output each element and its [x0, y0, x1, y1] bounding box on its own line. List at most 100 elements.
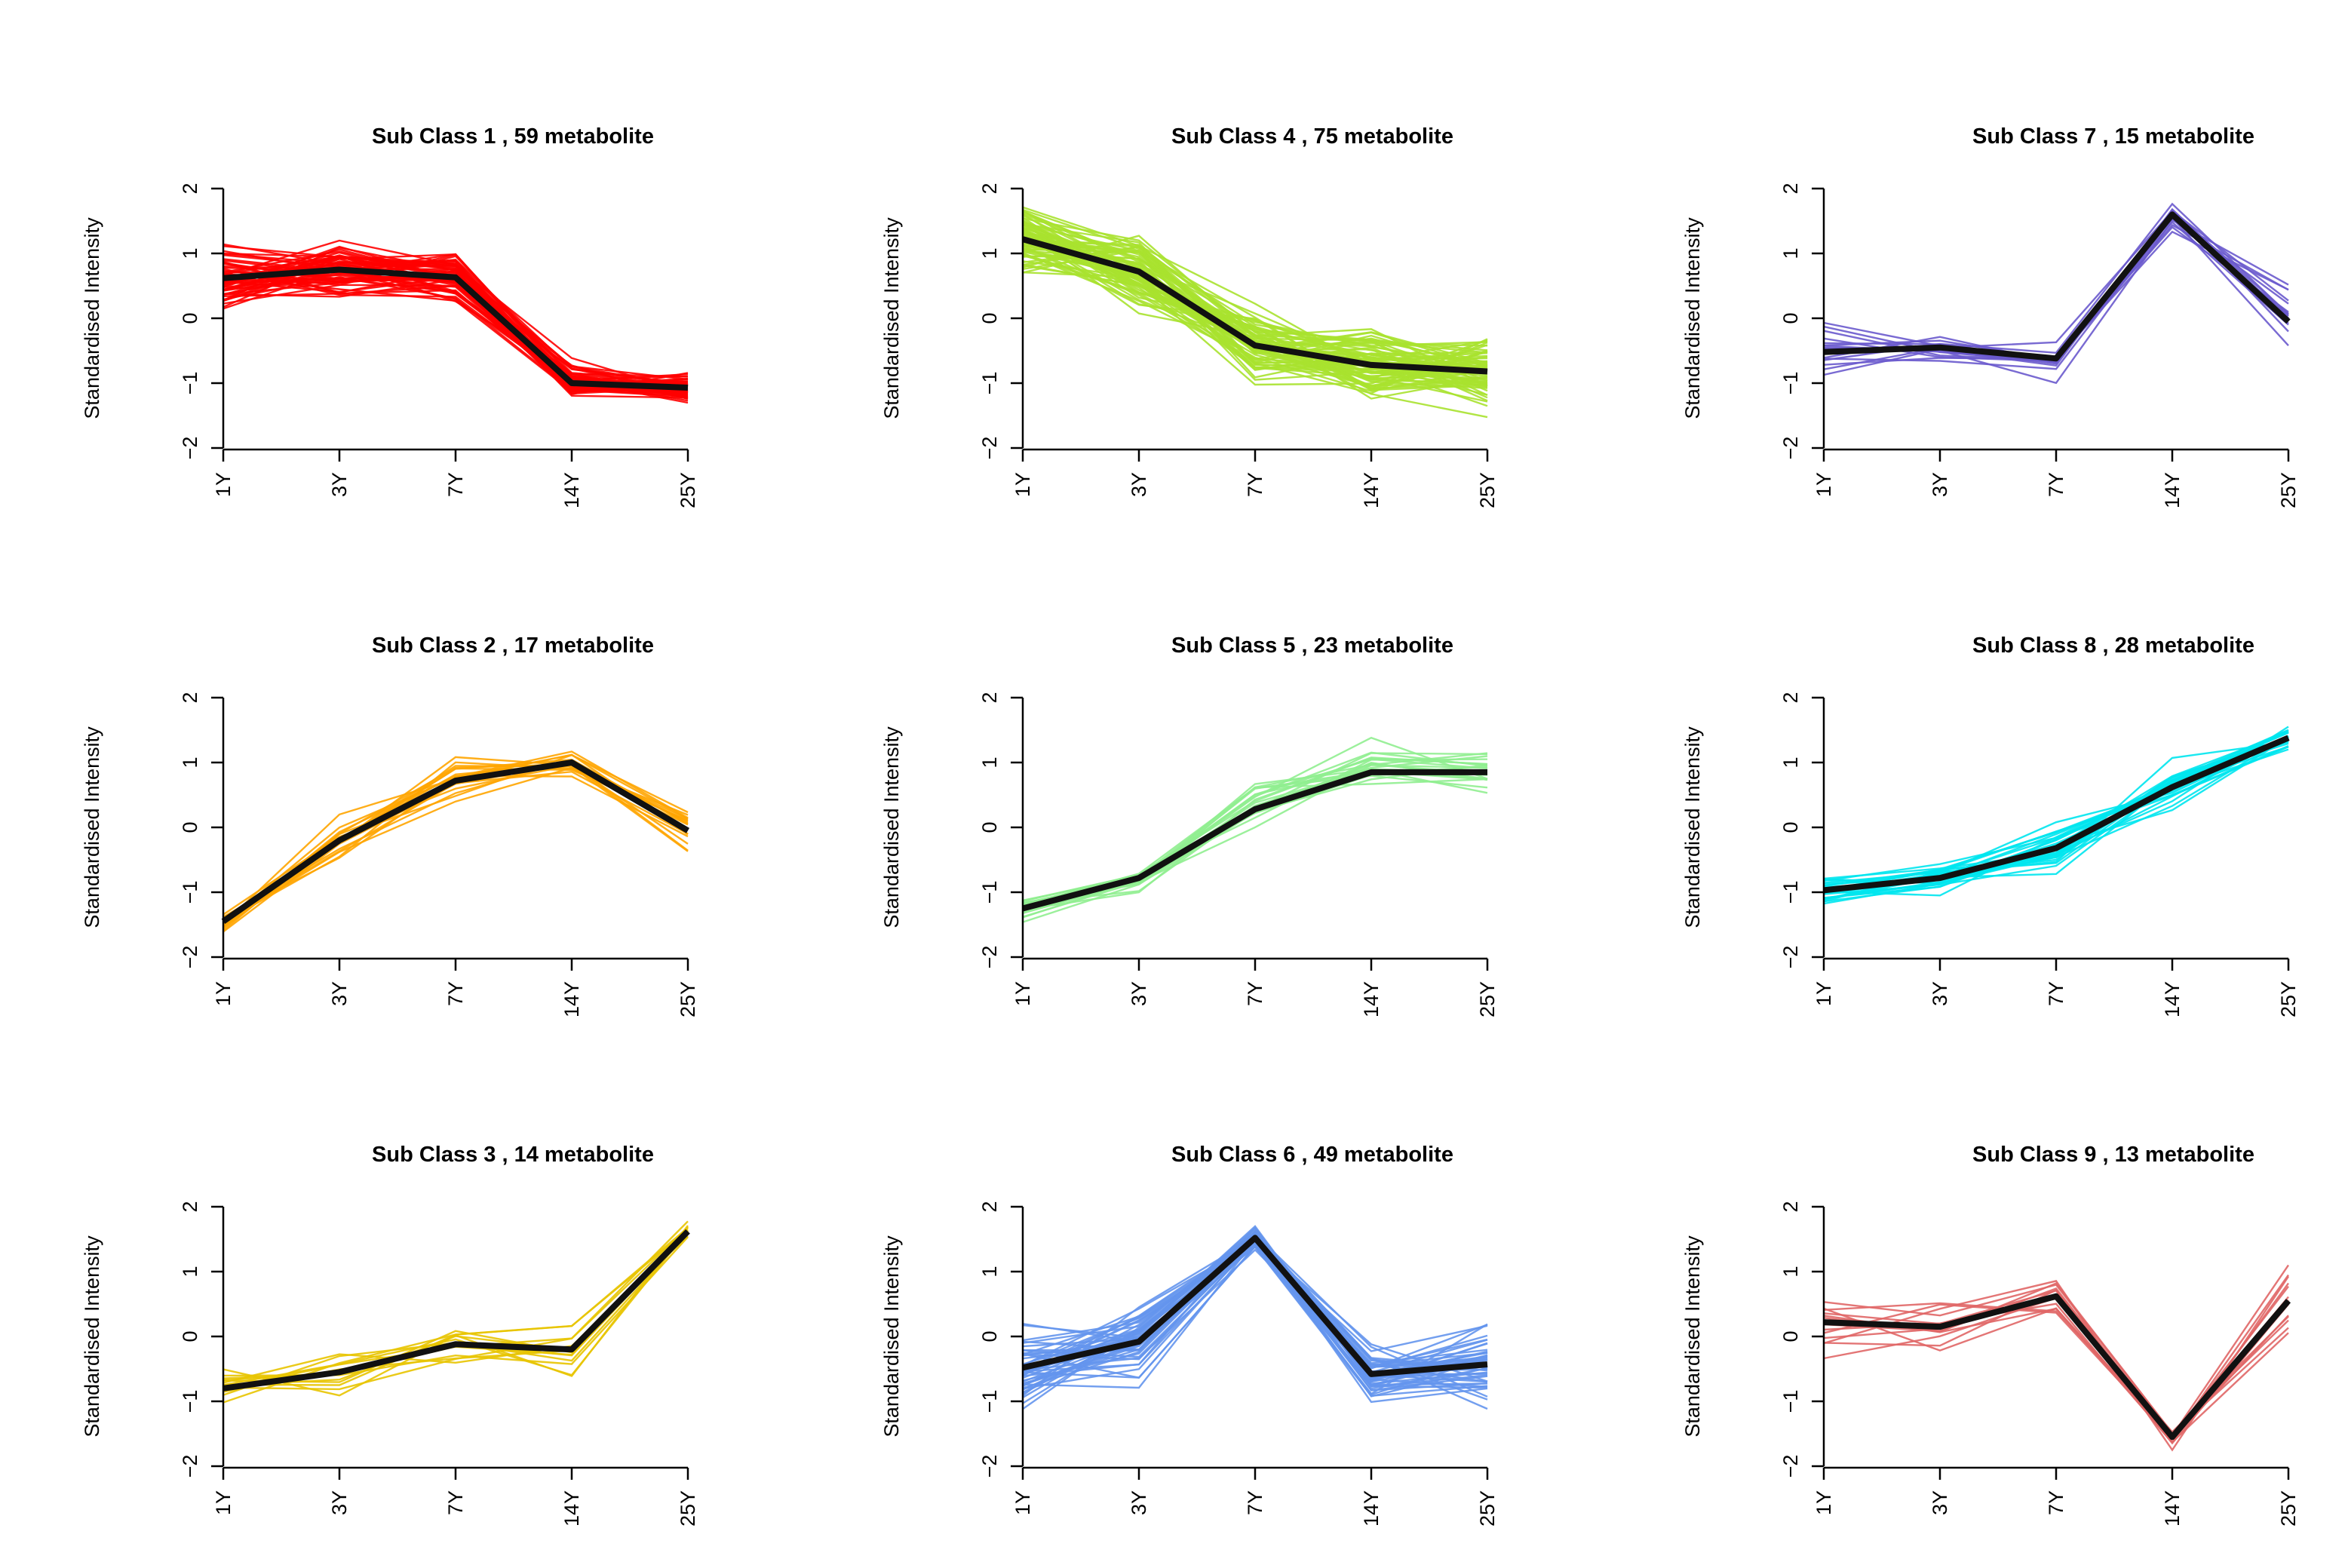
metabolite-line — [1022, 252, 1488, 407]
mean-profile-line — [1823, 1293, 2291, 1441]
y-axis-label: Standardised Intensity — [880, 1235, 903, 1438]
panel-title: Sub Class 5 , 23 metabolite — [1171, 634, 1453, 658]
mean-profile-line — [223, 1229, 690, 1392]
x-tick-label: 3Y — [1929, 981, 1951, 1006]
x-tick-label: 25Y — [677, 981, 699, 1017]
metabolite-line — [1022, 253, 1488, 361]
y-tick-label: −1 — [179, 881, 201, 904]
x-tick-label: 14Y — [2161, 981, 2184, 1017]
x-tick-label: 7Y — [444, 981, 467, 1006]
x-tick-label: 1Y — [212, 1490, 235, 1515]
x-tick-label: 25Y — [2277, 472, 2300, 508]
metabolite-line — [1823, 731, 2289, 903]
metabolite-line — [1823, 1275, 2289, 1452]
metabolite-line — [1823, 731, 2289, 895]
mean-profile-line — [1022, 1235, 1488, 1377]
panel-title: Sub Class 2 , 17 metabolite — [372, 634, 654, 658]
y-axis-label: Standardised Intensity — [81, 217, 103, 419]
x-tick-label: 7Y — [1244, 1490, 1266, 1515]
panel-subclass-7: Sub Class 7 , 15 metabolite Standardised … — [1681, 124, 2300, 508]
x-tick-label: 25Y — [1476, 981, 1499, 1017]
y-tick-label: −1 — [179, 1390, 201, 1413]
y-tick-label: 0 — [179, 821, 201, 833]
x-tick-label: 7Y — [2045, 981, 2067, 1006]
metabolite-line — [1823, 220, 2289, 361]
y-tick-label: 2 — [978, 692, 1001, 703]
y-tick-label: −1 — [978, 881, 1001, 904]
x-tick-label: 1Y — [1011, 981, 1034, 1006]
y-tick-label: −1 — [1779, 1390, 1802, 1413]
panel-title: Sub Class 8 , 28 metabolite — [1972, 634, 2254, 658]
x-tick-label: 3Y — [1128, 472, 1150, 497]
x-tick-label: 14Y — [1360, 981, 1383, 1017]
metabolite-lines — [1022, 736, 1488, 923]
x-tick-label: 3Y — [328, 981, 351, 1006]
y-tick-label: 0 — [978, 1330, 1001, 1342]
y-tick-label: 0 — [978, 821, 1001, 833]
metabolite-line — [223, 753, 689, 924]
x-tick-label: 14Y — [1360, 472, 1383, 508]
x-tick-label: 1Y — [1812, 1490, 1835, 1515]
mean-profile-line — [223, 266, 689, 391]
x-tick-label: 7Y — [444, 1490, 467, 1515]
x-tick-label: 25Y — [2277, 981, 2300, 1017]
y-tick-label: 2 — [179, 692, 201, 703]
x-tick-label: 25Y — [2277, 1490, 2300, 1527]
metabolite-line — [1823, 1274, 2289, 1441]
x-tick-label: 3Y — [328, 1490, 351, 1515]
metabolite-lines — [1022, 1225, 1488, 1410]
mean-profile-line — [1021, 236, 1488, 375]
x-tick-label: 7Y — [444, 472, 467, 497]
metabolite-line — [223, 262, 689, 391]
panel-title: Sub Class 4 , 75 metabolite — [1171, 124, 1453, 149]
y-tick-label: −1 — [978, 1390, 1001, 1413]
metabolite-line — [1022, 220, 1488, 375]
y-tick-label: 1 — [1779, 756, 1802, 768]
metabolite-line — [1022, 751, 1488, 901]
metabolite-line — [1022, 260, 1488, 351]
y-tick-label: 1 — [1779, 247, 1802, 259]
y-tick-label: 2 — [978, 1201, 1001, 1212]
x-tick-label: 1Y — [1812, 981, 1835, 1006]
y-tick-label: −2 — [1779, 437, 1802, 460]
y-tick-label: 2 — [978, 183, 1001, 194]
x-tick-label: 1Y — [212, 472, 235, 497]
panel-subclass-5: Sub Class 5 , 23 metabolite Standardised … — [880, 634, 1499, 1017]
y-tick-label: 2 — [179, 183, 201, 194]
y-axis-label: Standardised Intensity — [880, 217, 903, 419]
y-tick-label: 2 — [179, 1201, 201, 1212]
panel-title: Sub Class 7 , 15 metabolite — [1972, 124, 2254, 149]
mean-profile-line — [1021, 769, 1487, 912]
y-tick-label: 0 — [1779, 1330, 1802, 1342]
x-tick-label: 1Y — [1011, 472, 1034, 497]
y-axis-label: Standardised Intensity — [1681, 217, 1704, 419]
y-tick-label: 0 — [1779, 821, 1802, 833]
y-tick-label: 0 — [1779, 312, 1802, 324]
panel-subclass-6: Sub Class 6 , 49 metabolite Standardised … — [880, 1143, 1499, 1527]
y-tick-label: −1 — [179, 372, 201, 395]
x-tick-label: 1Y — [1812, 472, 1835, 497]
x-tick-label: 14Y — [560, 1490, 583, 1527]
y-axis-label: Standardised Intensity — [81, 1235, 103, 1438]
y-axis-label: Standardised Intensity — [1681, 726, 1704, 928]
x-tick-label: 3Y — [1929, 1490, 1951, 1515]
metabolite-line — [1823, 737, 2289, 893]
metabolite-line — [1823, 216, 2289, 364]
y-axis-label: Standardised Intensity — [81, 726, 103, 928]
y-tick-label: 2 — [1779, 1201, 1802, 1212]
y-tick-label: −2 — [978, 946, 1001, 969]
x-tick-label: 7Y — [1244, 472, 1266, 497]
metabolite-line — [1022, 1231, 1488, 1410]
x-tick-label: 3Y — [328, 472, 351, 497]
metabolite-line — [1823, 209, 2289, 364]
panel-subclass-2: Sub Class 2 , 17 metabolite Standardised … — [81, 634, 699, 1017]
y-tick-label: 1 — [1779, 1266, 1802, 1277]
y-tick-label: 0 — [179, 1330, 201, 1342]
y-tick-label: 2 — [1779, 183, 1802, 194]
metabolite-line — [223, 1226, 689, 1389]
metabolite-lines — [223, 1220, 689, 1404]
y-tick-label: 1 — [978, 1266, 1001, 1277]
metabolite-lines — [1823, 726, 2289, 905]
mean-profile-line — [221, 759, 690, 924]
y-tick-label: −2 — [978, 1455, 1001, 1478]
